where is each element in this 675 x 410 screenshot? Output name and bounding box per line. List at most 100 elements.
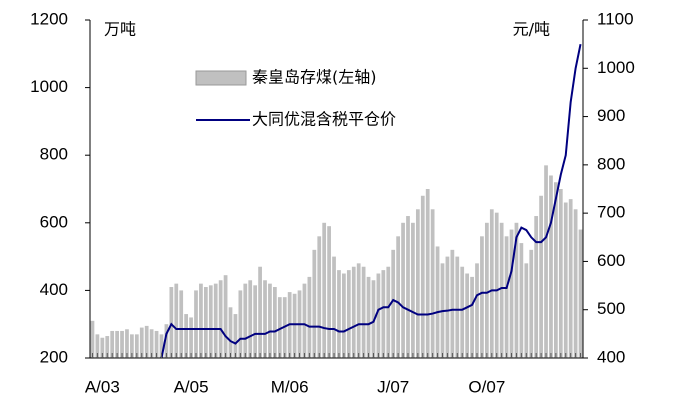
bar: [568, 199, 573, 358]
y2-tick-label: 800: [597, 154, 625, 173]
x-tick-label: A/03: [85, 377, 120, 396]
bar: [529, 249, 534, 358]
bar: [558, 189, 563, 358]
bar: [386, 266, 391, 358]
bar: [371, 280, 376, 358]
x-tick-label: A/05: [174, 377, 209, 396]
bar: [169, 287, 174, 358]
bar: [346, 270, 351, 358]
bar: [578, 229, 583, 358]
x-tick-label: O/07: [468, 377, 505, 396]
bar: [514, 222, 519, 358]
bar: [470, 276, 474, 358]
bar: [430, 209, 435, 358]
bar: [554, 182, 558, 358]
bar: [317, 236, 322, 358]
y2-tick-label: 1100: [597, 9, 634, 28]
bar: [475, 263, 479, 358]
bar: [337, 270, 341, 358]
bar: [100, 337, 105, 358]
bar: [455, 256, 460, 358]
bar: [356, 263, 361, 358]
x-tick-label: M/06: [271, 377, 309, 396]
bar: [258, 266, 262, 358]
bar: [332, 256, 336, 358]
y2-tick-label: 600: [597, 251, 625, 270]
bar: [149, 329, 154, 358]
bar: [573, 209, 578, 358]
bar: [391, 249, 396, 358]
bar: [563, 202, 568, 358]
bar: [139, 327, 144, 358]
y2-tick-label: 1000: [597, 58, 635, 77]
bar: [134, 334, 139, 358]
line-series: [160, 43, 582, 359]
bar: [544, 165, 548, 358]
bar: [253, 285, 258, 358]
bar: [273, 287, 277, 358]
bar: [509, 229, 514, 358]
bar: [519, 243, 524, 358]
bar: [125, 329, 129, 358]
bar: [406, 216, 410, 358]
bar: [420, 195, 425, 358]
bar: [268, 283, 272, 358]
bar: [115, 330, 119, 358]
y-tick-label: 600: [40, 212, 68, 231]
bar: [130, 334, 134, 358]
bar: [189, 317, 193, 358]
bar: [248, 280, 253, 358]
y2-tick-label: 500: [597, 299, 625, 318]
bar: [445, 256, 450, 358]
x-tick-label: J/07: [377, 377, 409, 396]
bar: [233, 314, 238, 358]
y2-tick-label: 400: [597, 347, 625, 366]
legend-label: 大同优混含税平仓价: [252, 110, 396, 129]
bar: [223, 275, 228, 358]
legend-label: 秦皇岛存煤(左轴): [252, 68, 377, 87]
bar: [381, 270, 386, 358]
bar: [376, 273, 381, 358]
y2-tick-label: 900: [597, 106, 625, 125]
bar: [213, 283, 218, 358]
y-tick-label: 400: [40, 280, 68, 299]
bar: [396, 236, 400, 358]
bar: [351, 266, 356, 358]
bar: [179, 290, 184, 358]
bar: [105, 336, 110, 358]
bar: [199, 283, 203, 358]
legend-swatch: [195, 70, 247, 86]
bar: [415, 209, 420, 358]
bar: [480, 236, 484, 358]
bar: [307, 276, 312, 358]
bar: [460, 266, 465, 358]
bar: [194, 290, 198, 358]
bar: [90, 320, 95, 358]
bar: [159, 334, 164, 358]
bar: [302, 283, 307, 358]
bar: [322, 222, 327, 358]
bar: [292, 293, 297, 358]
bar: [154, 330, 159, 358]
bar: [208, 285, 213, 358]
bar: [164, 324, 169, 358]
y-tick-label: 1200: [30, 9, 68, 28]
y-tick-label: 200: [40, 347, 68, 366]
bar: [425, 189, 430, 358]
y2-tick-label: 700: [597, 203, 625, 222]
bar: [489, 209, 494, 358]
bar: [228, 307, 233, 358]
bar: [95, 334, 100, 358]
y-tick-label: 800: [40, 145, 68, 164]
bar: [327, 226, 331, 358]
bar: [534, 216, 539, 358]
bar: [277, 297, 282, 358]
bar: [120, 330, 124, 358]
bar: [411, 222, 415, 358]
bar: [263, 280, 267, 358]
bar: [110, 330, 115, 358]
bar: [218, 280, 223, 358]
y-axis-unit: 万吨: [104, 20, 136, 39]
bar: [494, 212, 499, 358]
